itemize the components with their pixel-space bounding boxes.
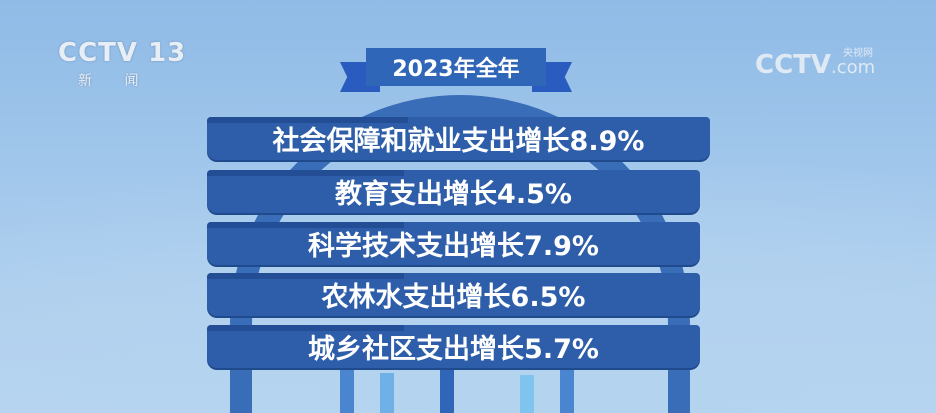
logo-brand: CCTV — [58, 38, 139, 68]
logo-number: 13 — [148, 38, 187, 68]
building — [440, 368, 454, 413]
building — [560, 365, 574, 413]
channel-logo: CCTV 13 新 闻 — [58, 38, 186, 90]
building — [520, 375, 534, 413]
watermark-brand: CCTV — [755, 50, 832, 80]
watermark-site: 央视网 — [843, 48, 873, 59]
item-bar: 社会保障和就业支出增长8.9% — [207, 117, 710, 160]
building — [340, 363, 354, 413]
logo-name: 新 闻 — [78, 73, 153, 89]
building — [380, 373, 394, 413]
ribbon-title: 2023年全年 — [366, 48, 546, 86]
watermark-suffix: .com — [831, 57, 876, 78]
item-bar: 农林水支出增长6.5% — [207, 273, 700, 316]
watermark-logo: CCTV 央视网 .com — [755, 48, 876, 80]
title-ribbon: 2023年全年 — [340, 48, 572, 92]
item-bar: 城乡社区支出增长5.7% — [207, 325, 700, 368]
item-bar: 科学技术支出增长7.9% — [207, 222, 700, 265]
item-bar: 教育支出增长4.5% — [207, 170, 700, 213]
